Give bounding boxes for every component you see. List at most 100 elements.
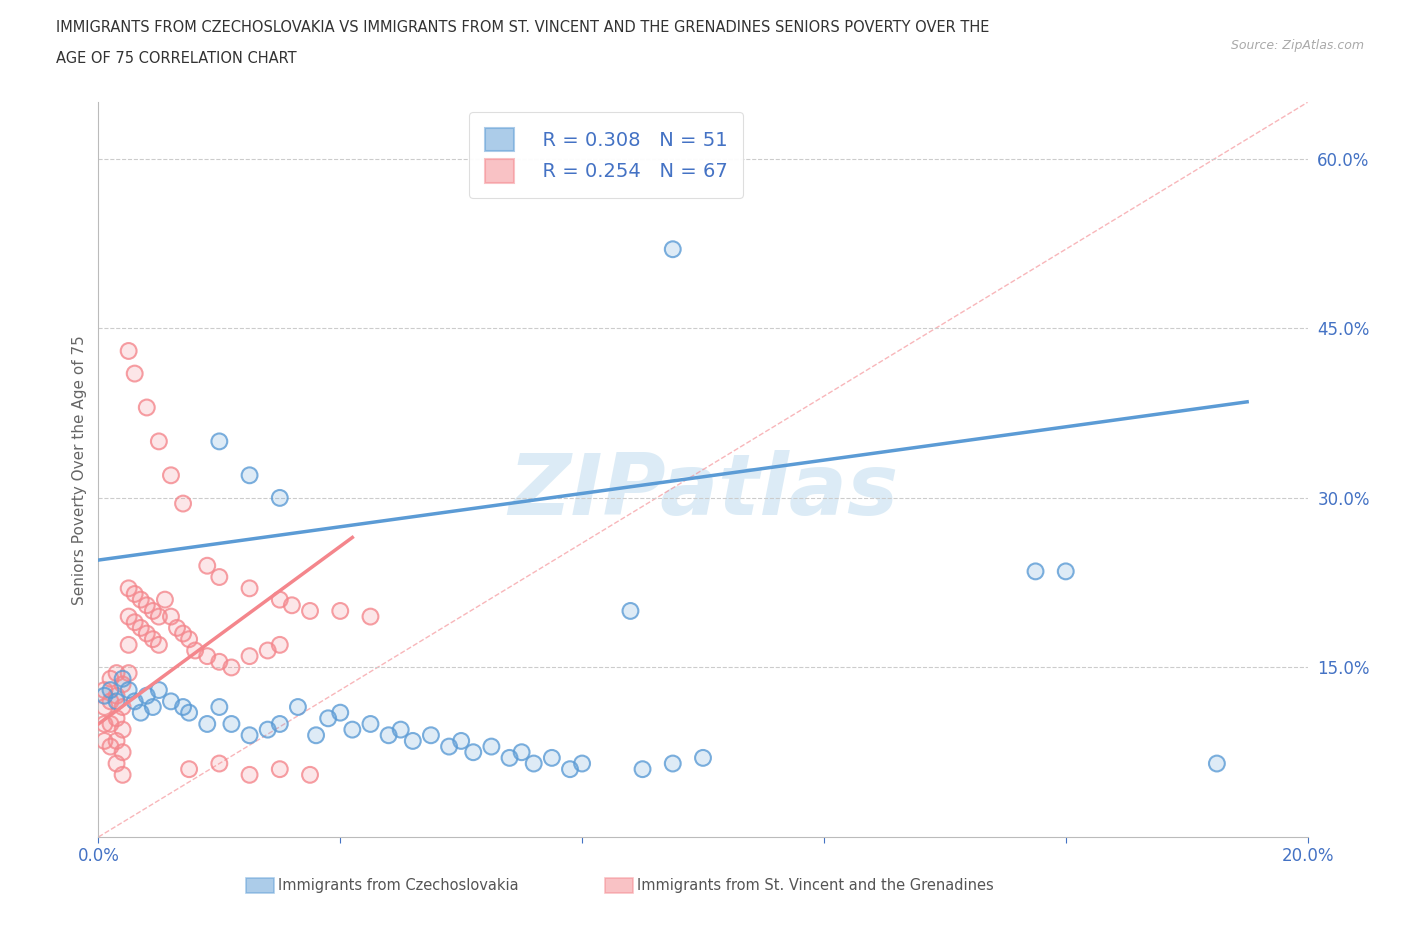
Point: [269, 762, 291, 777]
Point: [316, 711, 339, 725]
Point: [208, 655, 231, 670]
Point: [269, 637, 291, 652]
Point: [172, 699, 194, 714]
Point: [118, 343, 141, 358]
Point: [558, 762, 581, 777]
Point: [184, 643, 207, 658]
Point: [450, 734, 472, 749]
Point: [402, 734, 425, 749]
Point: [179, 631, 201, 646]
Point: [342, 723, 364, 737]
Point: [105, 711, 128, 725]
Point: [153, 592, 176, 607]
Point: [135, 400, 157, 415]
Point: [329, 705, 352, 720]
Point: [135, 598, 157, 613]
Point: [105, 694, 128, 709]
Point: [329, 604, 352, 618]
Point: [269, 490, 291, 505]
Point: [93, 734, 115, 749]
Point: [100, 671, 122, 686]
Point: [342, 723, 364, 737]
Point: [111, 677, 134, 692]
Point: [360, 609, 382, 624]
Point: [239, 728, 262, 743]
Point: [100, 739, 122, 754]
Point: [481, 739, 503, 754]
Point: [256, 723, 278, 737]
Point: [269, 637, 291, 652]
Point: [437, 739, 460, 754]
Point: [100, 739, 122, 754]
Point: [208, 756, 231, 771]
Point: [389, 723, 412, 737]
Point: [142, 699, 165, 714]
Point: [523, 756, 546, 771]
Point: [93, 716, 115, 731]
Point: [166, 620, 188, 635]
Point: [179, 762, 201, 777]
Point: [195, 716, 218, 731]
Point: [619, 604, 641, 618]
Text: AGE OF 75 CORRELATION CHART: AGE OF 75 CORRELATION CHART: [56, 51, 297, 66]
Point: [93, 734, 115, 749]
Y-axis label: Seniors Poverty Over the Age of 75: Seniors Poverty Over the Age of 75: [72, 335, 87, 604]
Point: [142, 604, 165, 618]
Point: [208, 699, 231, 714]
Point: [179, 762, 201, 777]
Point: [93, 688, 115, 703]
Point: [208, 655, 231, 670]
Point: [100, 683, 122, 698]
Point: [135, 688, 157, 703]
Point: [100, 716, 122, 731]
Point: [360, 716, 382, 731]
Point: [118, 581, 141, 596]
Point: [135, 626, 157, 641]
Point: [129, 620, 152, 635]
Point: [329, 705, 352, 720]
Point: [124, 615, 146, 630]
Point: [299, 767, 322, 782]
Point: [239, 649, 262, 664]
Point: [105, 756, 128, 771]
Point: [111, 677, 134, 692]
Point: [93, 716, 115, 731]
Point: [100, 683, 122, 698]
Point: [111, 723, 134, 737]
Point: [179, 705, 201, 720]
Point: [172, 626, 194, 641]
Point: [118, 666, 141, 681]
Point: [281, 598, 304, 613]
Point: [118, 683, 141, 698]
Point: [463, 745, 485, 760]
Point: [111, 745, 134, 760]
Point: [124, 587, 146, 602]
Point: [105, 734, 128, 749]
Point: [558, 762, 581, 777]
Point: [329, 604, 352, 618]
Point: [420, 728, 443, 743]
Point: [118, 637, 141, 652]
Point: [239, 581, 262, 596]
Point: [1024, 564, 1046, 578]
Point: [402, 734, 425, 749]
Point: [208, 569, 231, 584]
Legend:   R = 0.308   N = 51,   R = 0.254   N = 67: R = 0.308 N = 51, R = 0.254 N = 67: [470, 112, 742, 198]
Point: [148, 683, 170, 698]
Point: [118, 683, 141, 698]
Point: [239, 767, 262, 782]
Point: [208, 699, 231, 714]
Text: Immigrants from St. Vincent and the Grenadines: Immigrants from St. Vincent and the Gren…: [637, 878, 994, 893]
Point: [111, 767, 134, 782]
Point: [172, 496, 194, 511]
Point: [93, 688, 115, 703]
Point: [148, 434, 170, 449]
Point: [195, 716, 218, 731]
Point: [195, 558, 218, 573]
Point: [118, 609, 141, 624]
Point: [124, 366, 146, 381]
Point: [1206, 756, 1229, 771]
Point: [299, 604, 322, 618]
Point: [166, 620, 188, 635]
Point: [208, 756, 231, 771]
